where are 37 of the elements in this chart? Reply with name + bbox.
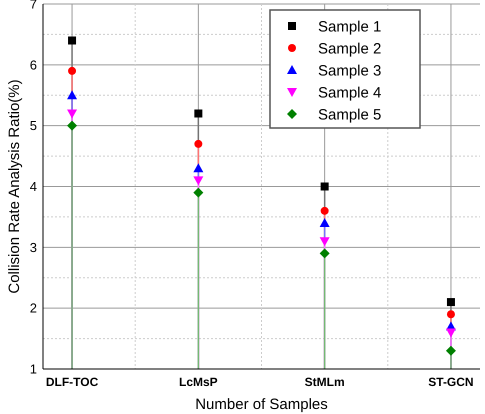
y-axis-title: Collision Rate Analysis Ratio(%)	[6, 79, 23, 294]
point	[67, 90, 78, 100]
legend-label: Sample 1	[318, 18, 382, 36]
point	[446, 328, 456, 338]
point	[67, 110, 78, 118]
point	[193, 188, 204, 198]
legend-label: Sample 2	[318, 40, 382, 58]
x-tick-label: StMLm	[304, 375, 345, 389]
y-tick-label: 4	[30, 179, 37, 194]
point	[194, 110, 202, 118]
point	[446, 346, 456, 356]
point	[320, 206, 329, 215]
point	[446, 310, 455, 318]
x-tick-label: ST-GCN	[428, 375, 474, 389]
legend-label: Sample 5	[318, 106, 382, 124]
y-tick-label: 6	[30, 57, 37, 72]
legend-label: Sample 3	[318, 62, 382, 80]
x-axis-title: Number of Samples	[195, 396, 328, 413]
point	[320, 182, 329, 190]
x-tick-label: LcMsP	[179, 375, 218, 389]
point	[446, 298, 455, 306]
legend-label: Sample 4	[318, 84, 382, 102]
point	[193, 176, 204, 186]
point	[68, 36, 76, 44]
y-tick-label: 2	[30, 300, 37, 316]
point	[194, 140, 202, 148]
point	[320, 248, 330, 258]
y-tick-label: 1	[30, 362, 37, 377]
y-tick-label: 7	[30, 0, 37, 12]
point	[68, 66, 76, 75]
y-tick-label: 3	[30, 240, 37, 255]
y-tick-label: 5	[30, 118, 37, 134]
point	[320, 237, 330, 246]
point	[320, 218, 330, 227]
x-tick-label: DLF-TOC	[46, 375, 99, 389]
point	[193, 163, 204, 172]
point	[67, 120, 78, 131]
